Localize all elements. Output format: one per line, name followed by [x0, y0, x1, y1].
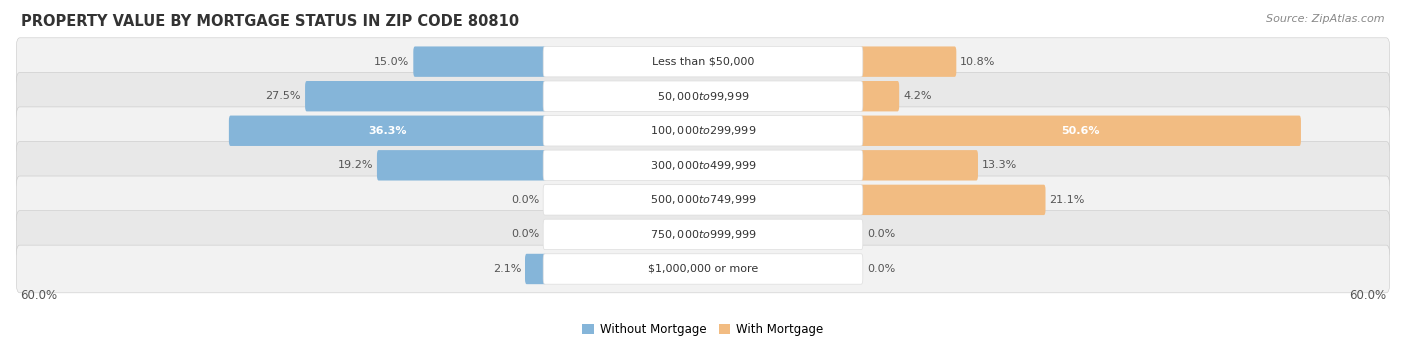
Text: $100,000 to $299,999: $100,000 to $299,999	[650, 124, 756, 137]
Text: 13.3%: 13.3%	[981, 160, 1017, 170]
FancyBboxPatch shape	[17, 211, 1389, 258]
FancyBboxPatch shape	[17, 72, 1389, 120]
Text: 19.2%: 19.2%	[337, 160, 373, 170]
FancyBboxPatch shape	[377, 150, 547, 180]
Text: Source: ZipAtlas.com: Source: ZipAtlas.com	[1267, 14, 1385, 24]
Text: $1,000,000 or more: $1,000,000 or more	[648, 264, 758, 274]
FancyBboxPatch shape	[543, 116, 863, 146]
Text: $300,000 to $499,999: $300,000 to $499,999	[650, 159, 756, 172]
FancyBboxPatch shape	[543, 185, 863, 215]
Text: $750,000 to $999,999: $750,000 to $999,999	[650, 228, 756, 241]
FancyBboxPatch shape	[229, 116, 547, 146]
Text: 60.0%: 60.0%	[1350, 290, 1386, 302]
Text: $50,000 to $99,999: $50,000 to $99,999	[657, 90, 749, 103]
Text: 0.0%: 0.0%	[510, 195, 540, 205]
FancyBboxPatch shape	[413, 46, 547, 77]
FancyBboxPatch shape	[859, 46, 956, 77]
FancyBboxPatch shape	[859, 150, 979, 180]
FancyBboxPatch shape	[543, 150, 863, 180]
Text: 36.3%: 36.3%	[368, 126, 406, 136]
Legend: Without Mortgage, With Mortgage: Without Mortgage, With Mortgage	[578, 318, 828, 341]
FancyBboxPatch shape	[543, 219, 863, 250]
FancyBboxPatch shape	[859, 116, 1301, 146]
Text: 0.0%: 0.0%	[510, 229, 540, 239]
Text: 10.8%: 10.8%	[960, 57, 995, 66]
Text: Less than $50,000: Less than $50,000	[652, 57, 754, 66]
Text: PROPERTY VALUE BY MORTGAGE STATUS IN ZIP CODE 80810: PROPERTY VALUE BY MORTGAGE STATUS IN ZIP…	[21, 14, 519, 29]
Text: 15.0%: 15.0%	[374, 57, 409, 66]
FancyBboxPatch shape	[859, 81, 900, 112]
FancyBboxPatch shape	[859, 185, 1046, 215]
Text: 0.0%: 0.0%	[866, 229, 896, 239]
FancyBboxPatch shape	[543, 254, 863, 284]
FancyBboxPatch shape	[17, 245, 1389, 293]
FancyBboxPatch shape	[17, 38, 1389, 86]
Text: 4.2%: 4.2%	[903, 91, 932, 101]
Text: 27.5%: 27.5%	[266, 91, 301, 101]
Text: 2.1%: 2.1%	[492, 264, 522, 274]
FancyBboxPatch shape	[524, 254, 547, 284]
FancyBboxPatch shape	[305, 81, 547, 112]
FancyBboxPatch shape	[17, 142, 1389, 189]
Text: 60.0%: 60.0%	[20, 290, 56, 302]
Text: 0.0%: 0.0%	[866, 264, 896, 274]
FancyBboxPatch shape	[17, 176, 1389, 224]
FancyBboxPatch shape	[543, 46, 863, 77]
Text: 50.6%: 50.6%	[1062, 126, 1099, 136]
FancyBboxPatch shape	[17, 107, 1389, 154]
Text: $500,000 to $749,999: $500,000 to $749,999	[650, 193, 756, 206]
Text: 21.1%: 21.1%	[1049, 195, 1085, 205]
FancyBboxPatch shape	[543, 81, 863, 112]
